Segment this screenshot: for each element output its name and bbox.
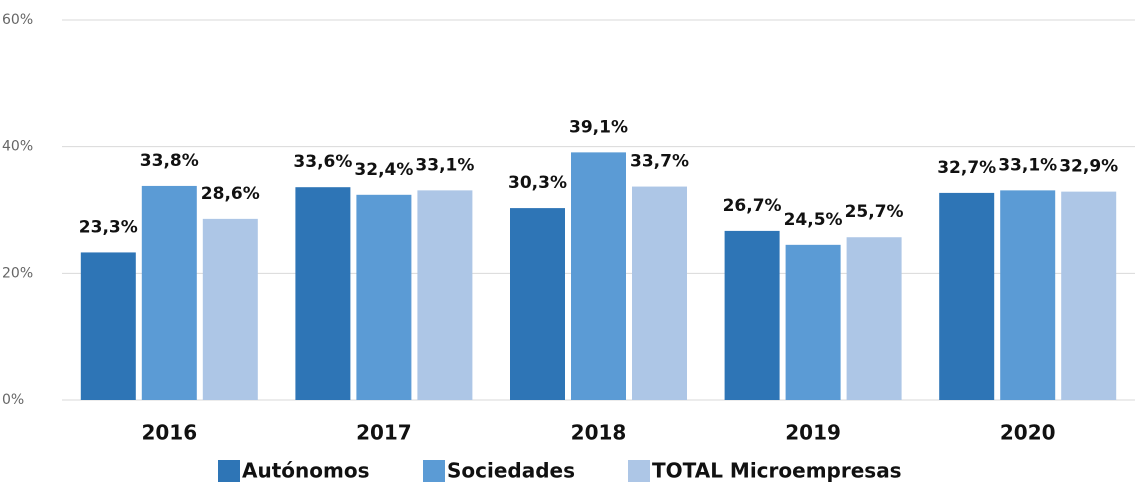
bar <box>202 218 258 400</box>
x-tick-label: 2019 <box>785 421 841 445</box>
bar <box>295 187 351 400</box>
bar <box>141 185 197 400</box>
value-label: 23,3% <box>79 217 138 237</box>
value-label: 33,7% <box>630 152 689 172</box>
bar <box>356 194 412 400</box>
x-tick-label: 2016 <box>141 421 197 445</box>
value-label: 33,1% <box>998 155 1057 175</box>
x-tick-label: 2018 <box>571 421 627 445</box>
y-tick-label: 60% <box>2 12 33 28</box>
value-label: 26,7% <box>723 196 782 216</box>
y-tick-label: 0% <box>2 392 24 408</box>
value-label: 32,4% <box>354 160 413 180</box>
x-tick-label: 2020 <box>1000 421 1056 445</box>
legend-label: Autónomos <box>242 459 369 483</box>
bar <box>724 230 780 400</box>
bar <box>632 186 687 400</box>
legend-label: Sociedades <box>447 459 575 483</box>
bar <box>939 192 995 400</box>
bar <box>846 237 902 400</box>
y-tick-label: 40% <box>2 139 33 155</box>
legend-label: TOTAL Microempresas <box>652 459 902 483</box>
value-label: 33,1% <box>415 155 474 175</box>
x-tick-label: 2017 <box>356 421 412 445</box>
legend-swatch <box>423 460 445 482</box>
value-label: 25,7% <box>845 202 904 222</box>
value-label: 28,6% <box>201 184 260 204</box>
bar <box>571 152 626 400</box>
bar <box>417 190 473 400</box>
y-tick-label: 20% <box>2 265 33 281</box>
value-label: 30,3% <box>508 173 567 193</box>
value-label: 24,5% <box>784 210 843 230</box>
legend-swatch <box>628 460 650 482</box>
value-label: 32,7% <box>937 158 996 178</box>
value-label: 39,1% <box>569 117 628 137</box>
bar <box>1000 190 1056 400</box>
value-label: 33,6% <box>293 152 352 172</box>
bar <box>785 244 841 400</box>
value-label: 33,8% <box>140 151 199 171</box>
legend-swatch <box>218 460 240 482</box>
bar <box>80 252 136 400</box>
bar <box>510 208 565 400</box>
value-label: 32,9% <box>1059 157 1118 177</box>
bar <box>1061 191 1117 400</box>
